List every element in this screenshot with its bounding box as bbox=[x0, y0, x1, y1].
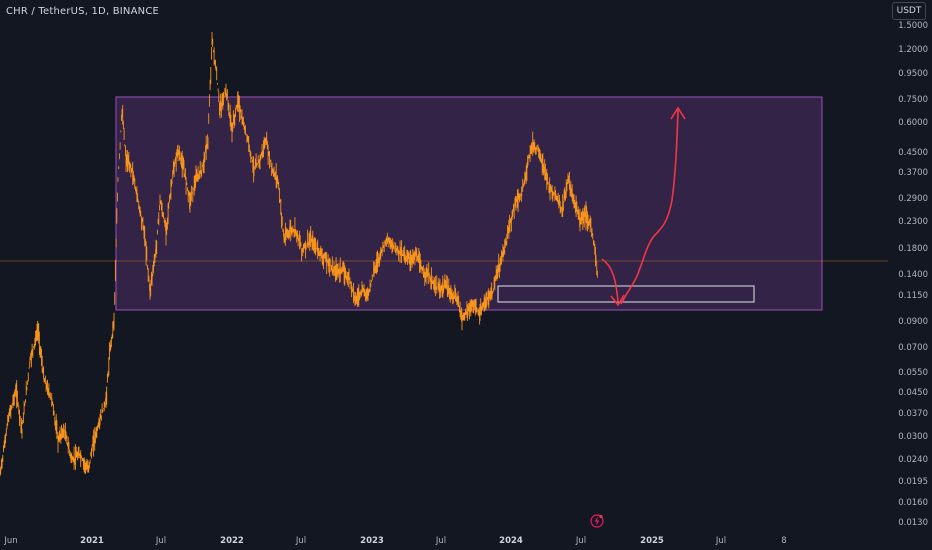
time-axis-label: 2025 bbox=[640, 536, 664, 546]
time-axis-label: Jul bbox=[295, 536, 307, 546]
price-axis-label: 0.0160 bbox=[898, 498, 928, 508]
price-axis-label: 0.1800 bbox=[898, 244, 928, 254]
up-arrow-drawing[interactable] bbox=[620, 106, 686, 305]
time-axis-label: Jul bbox=[435, 536, 447, 546]
price-bars bbox=[0, 32, 598, 477]
time-axis-label: Jun bbox=[4, 536, 18, 546]
time-axis-label: Jul bbox=[575, 536, 587, 546]
down-arrow-drawing[interactable] bbox=[601, 258, 625, 307]
target-zone-rectangle[interactable] bbox=[497, 285, 755, 303]
price-axis-label: 0.9500 bbox=[898, 69, 928, 79]
price-series bbox=[0, 32, 598, 477]
price-axis-label: 0.0370 bbox=[898, 409, 928, 419]
lightning-event-icon[interactable] bbox=[590, 514, 604, 528]
time-axis-label: 2023 bbox=[360, 536, 384, 546]
price-axis-label: 0.1400 bbox=[898, 270, 928, 280]
price-axis-label: 0.2300 bbox=[898, 217, 928, 227]
time-axis-label: Jul bbox=[715, 536, 727, 546]
symbol-title[interactable]: CHR / TetherUS, 1D, BINANCE bbox=[6, 6, 160, 17]
price-axis-label: 0.0450 bbox=[898, 388, 928, 398]
price-axis-label: 0.0130 bbox=[898, 518, 928, 528]
time-axis-label: 2022 bbox=[220, 536, 244, 546]
time-axis-label: 2024 bbox=[499, 536, 523, 546]
price-axis-label: 0.0900 bbox=[898, 317, 928, 327]
price-axis-label: 1.2000 bbox=[898, 45, 928, 55]
price-axis-label: 0.6000 bbox=[898, 118, 928, 128]
price-axis-label: 0.0240 bbox=[898, 455, 928, 465]
range-rectangle[interactable] bbox=[115, 96, 823, 311]
time-axis-label: 2021 bbox=[80, 536, 104, 546]
price-axis-label: 0.4500 bbox=[898, 148, 928, 158]
time-axis-label: 8 bbox=[781, 536, 787, 546]
price-axis-label: 0.0550 bbox=[898, 368, 928, 378]
price-axis-label: 1.5000 bbox=[898, 21, 928, 31]
price-axis-label: 0.0700 bbox=[898, 343, 928, 353]
time-axis-label: Jul bbox=[155, 536, 167, 546]
price-axis-label: 0.1150 bbox=[898, 291, 928, 301]
currency-button[interactable]: USDT bbox=[892, 2, 926, 20]
price-axis-label: 0.0195 bbox=[898, 477, 928, 487]
price-axis-label: 0.7500 bbox=[898, 95, 928, 105]
price-axis-label: 0.0300 bbox=[898, 432, 928, 442]
price-axis-label: 0.2900 bbox=[898, 194, 928, 204]
price-axis-label: 0.3700 bbox=[898, 168, 928, 178]
